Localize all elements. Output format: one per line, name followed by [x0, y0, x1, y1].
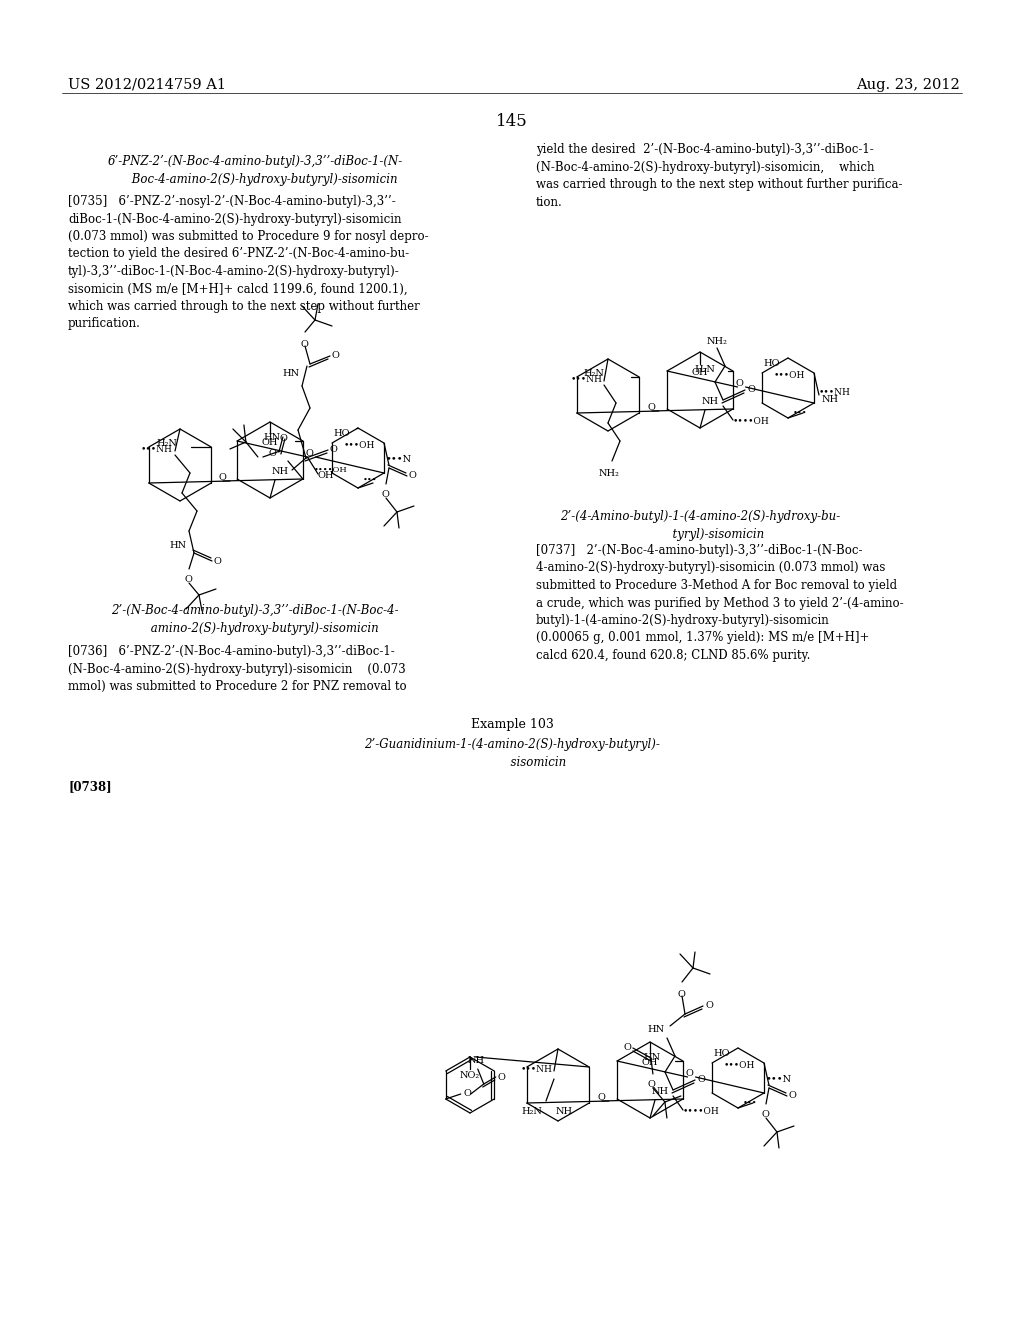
Text: O: O [746, 385, 755, 395]
Text: 2’-(4-Amino-butyl)-1-(4-amino-2(S)-hydroxy-bu-
          tyryl)-sisomicin: 2’-(4-Amino-butyl)-1-(4-amino-2(S)-hydro… [560, 510, 840, 541]
Text: H₂N: H₂N [584, 370, 604, 379]
Text: •••NH: •••NH [521, 1065, 553, 1074]
Text: NH₂: NH₂ [707, 337, 727, 346]
Text: O: O [184, 576, 191, 583]
Text: O: O [409, 471, 417, 480]
Text: HN: HN [644, 1053, 660, 1063]
Text: ••••OH: ••••OH [733, 417, 770, 425]
Text: NH: NH [702, 397, 719, 407]
Text: O: O [623, 1044, 631, 1052]
Text: HN: HN [170, 541, 187, 550]
Text: O: O [464, 1089, 472, 1098]
Text: •••OH: •••OH [724, 1060, 756, 1069]
Text: •••: ••• [743, 1100, 758, 1107]
Text: H₂N: H₂N [157, 440, 177, 449]
Text: 2’-(N-Boc-4-amino-butyl)-3,3’’-diBoc-1-(N-Boc-4-
     amino-2(S)-hydroxy-butyryl: 2’-(N-Boc-4-amino-butyl)-3,3’’-diBoc-1-(… [112, 605, 398, 635]
Text: [0735]   6’-PNZ-2’-nosyl-2’-(N-Boc-4-amino-butyl)-3,3’’-
diBoc-1-(N-Boc-4-amino-: [0735] 6’-PNZ-2’-nosyl-2’-(N-Boc-4-amino… [68, 195, 429, 330]
Text: NH: NH [467, 1056, 484, 1065]
Text: OH: OH [692, 368, 709, 378]
Text: NH: NH [556, 1107, 573, 1115]
Text: [0736]   6’-PNZ-2’-(N-Boc-4-amino-butyl)-3,3’’-diBoc-1-
(N-Boc-4-amino-2(S)-hydr: [0736] 6’-PNZ-2’-(N-Boc-4-amino-butyl)-3… [68, 645, 407, 693]
Text: 6’-PNZ-2’-(N-Boc-4-amino-butyl)-3,3’’-diBoc-1-(N-
     Boc-4-amino-2(S)-hydroxy-: 6’-PNZ-2’-(N-Boc-4-amino-butyl)-3,3’’-di… [108, 154, 402, 186]
Text: ••••OH: ••••OH [683, 1106, 720, 1115]
Text: 2’-Guanidinium-1-(4-amino-2(S)-hydroxy-butyryl)-
              sisomicin: 2’-Guanidinium-1-(4-amino-2(S)-hydroxy-b… [365, 738, 659, 770]
Text: OH: OH [262, 438, 279, 447]
Text: •••OH: •••OH [344, 441, 376, 450]
Text: O: O [305, 449, 313, 458]
Text: NH: NH [822, 395, 839, 404]
Text: O: O [300, 341, 308, 348]
Text: HN: HN [264, 433, 281, 442]
Text: OH: OH [642, 1059, 658, 1067]
Text: [0737]   2’-(N-Boc-4-amino-butyl)-3,3’’-diBoc-1-(N-Boc-
4-amino-2(S)-hydroxy-but: [0737] 2’-(N-Boc-4-amino-butyl)-3,3’’-di… [536, 544, 903, 663]
Text: •••N: •••N [386, 455, 412, 465]
Text: yield the desired  2’-(N-Boc-4-amino-butyl)-3,3’’-diBoc-1-
(N-Boc-4-amino-2(S)-h: yield the desired 2’-(N-Boc-4-amino-buty… [536, 143, 902, 209]
Text: NO₂: NO₂ [460, 1071, 480, 1080]
Text: HN: HN [283, 370, 300, 378]
Text: O: O [705, 1002, 713, 1011]
Text: •••: ••• [793, 409, 808, 417]
Text: Aug. 23, 2012: Aug. 23, 2012 [856, 78, 961, 92]
Text: OH: OH [318, 471, 335, 480]
Text: HO: HO [764, 359, 780, 367]
Text: ••••OH: ••••OH [314, 466, 348, 474]
Text: O: O [498, 1072, 506, 1081]
Text: O: O [381, 490, 389, 499]
Text: •••NH: •••NH [140, 445, 172, 454]
Text: O: O [677, 990, 685, 999]
Text: O: O [214, 557, 222, 565]
Text: O: O [598, 1093, 606, 1101]
Text: O: O [648, 1080, 655, 1089]
Text: US 2012/0214759 A1: US 2012/0214759 A1 [68, 78, 226, 92]
Text: O: O [735, 379, 743, 388]
Text: NH: NH [272, 467, 289, 477]
Text: NH₂: NH₂ [599, 469, 620, 478]
Text: O: O [219, 473, 226, 482]
Text: •••NH: •••NH [819, 388, 851, 397]
Text: O: O [331, 351, 339, 360]
Text: O: O [648, 403, 655, 412]
Text: O: O [788, 1092, 797, 1101]
Text: 145: 145 [496, 114, 528, 129]
Text: •••NH: •••NH [571, 375, 603, 384]
Text: O: O [330, 446, 338, 454]
Text: [0738]: [0738] [68, 780, 112, 793]
Text: H₂N: H₂N [694, 364, 715, 374]
Text: H₂N: H₂N [521, 1107, 542, 1115]
Text: NH: NH [652, 1086, 669, 1096]
Text: HN: HN [648, 1026, 665, 1034]
Text: O: O [280, 434, 288, 444]
Text: O: O [269, 450, 276, 458]
Text: •••: ••• [362, 477, 378, 484]
Text: O: O [697, 1076, 705, 1085]
Text: HO: HO [714, 1048, 730, 1057]
Text: O: O [761, 1110, 769, 1119]
Text: O: O [686, 1068, 693, 1077]
Text: •••N: •••N [766, 1074, 793, 1084]
Text: •••OH: •••OH [774, 371, 806, 380]
Text: Example 103: Example 103 [471, 718, 553, 731]
Text: HO: HO [334, 429, 350, 437]
